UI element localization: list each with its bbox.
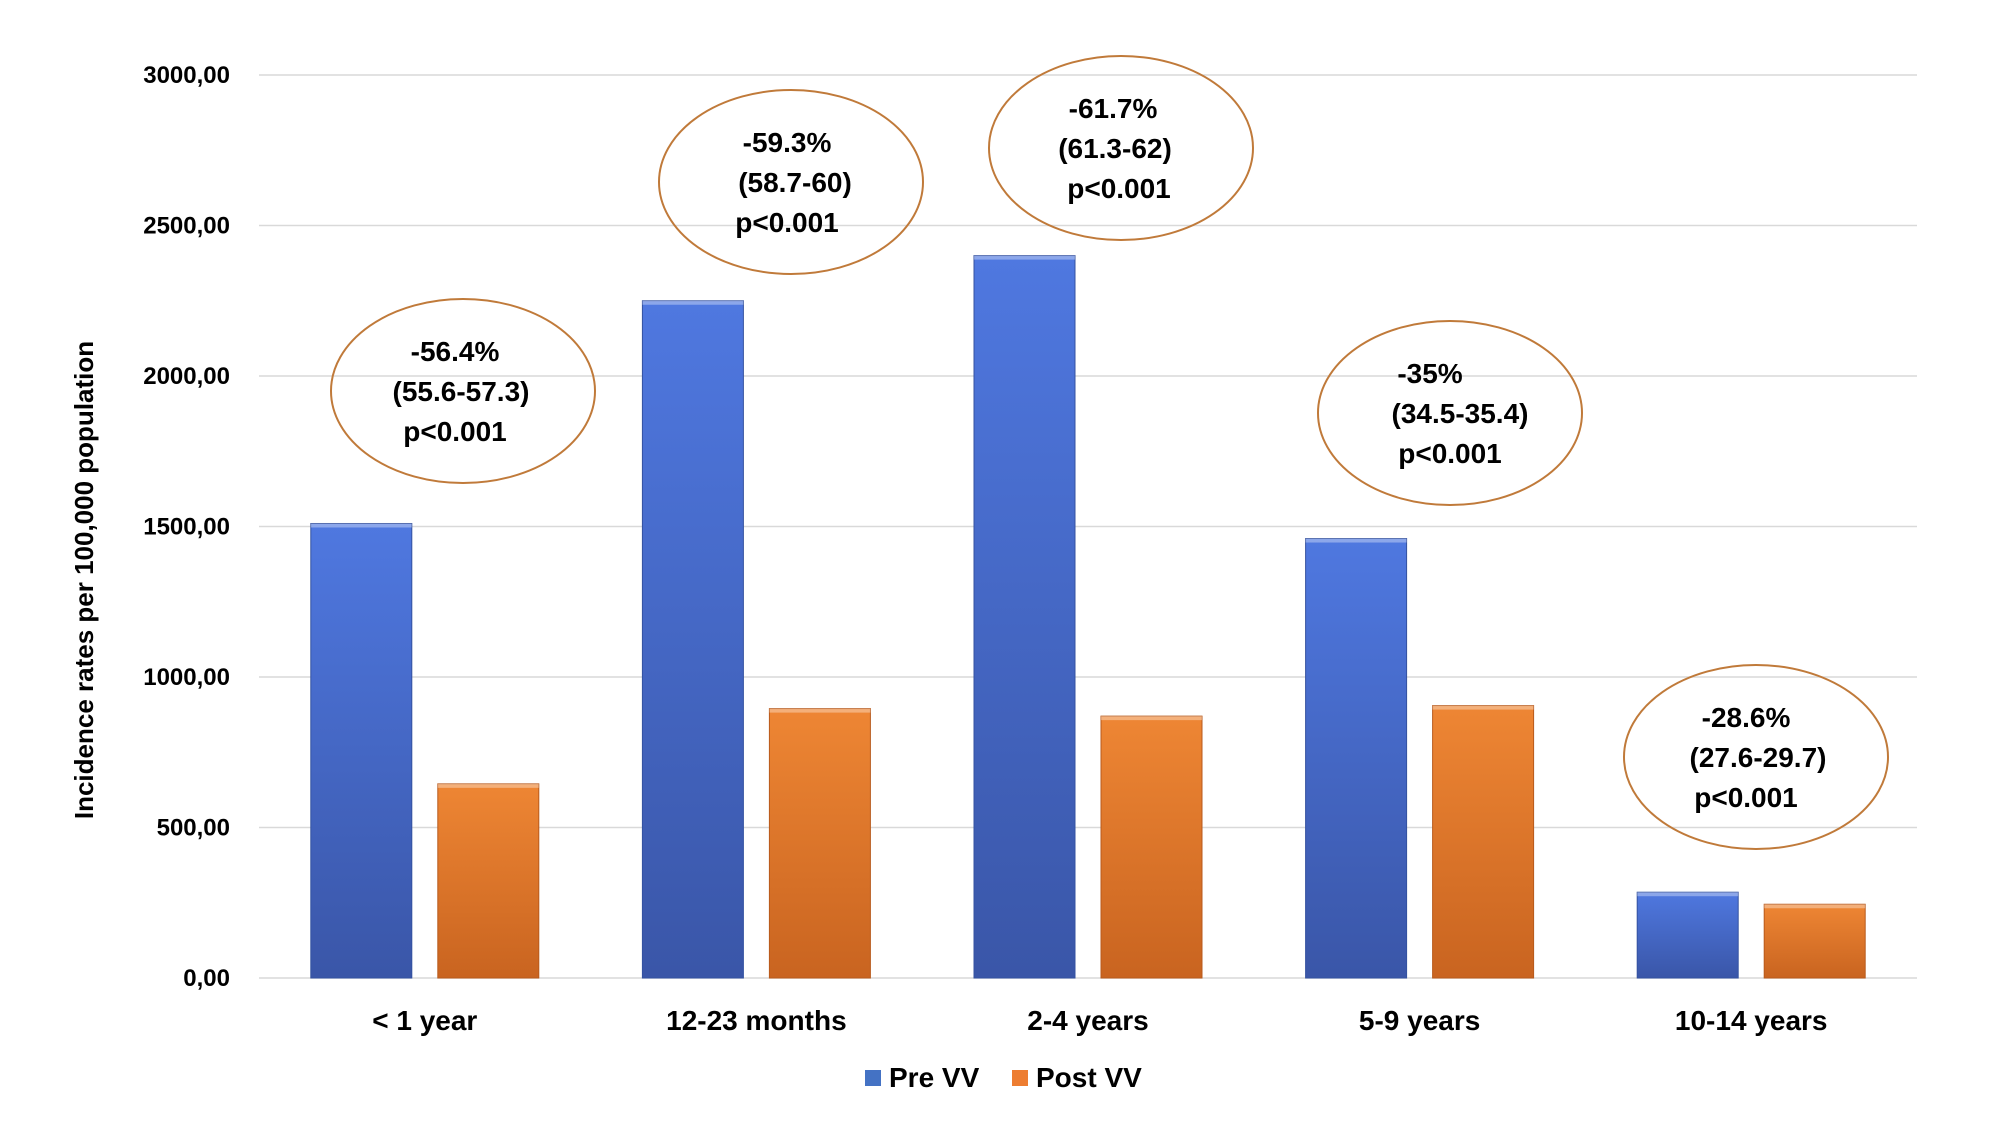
- legend-swatch-post-vv: [1012, 1070, 1028, 1086]
- annotation-text: p<0.001: [735, 207, 839, 238]
- y-tick-label: 3000,00: [143, 62, 230, 89]
- bar-pre-vv: [973, 255, 1076, 979]
- annotation-text: -35%: [1397, 358, 1462, 389]
- legend-swatch-pre-vv: [865, 1070, 881, 1086]
- bar-highlight: [310, 523, 412, 528]
- bar-highlight: [642, 300, 744, 305]
- annotation-text: -56.4%: [411, 336, 500, 367]
- annotation-text: -59.3%: [743, 127, 832, 158]
- annotation-text: (61.3-62): [1058, 133, 1172, 164]
- bar-highlight: [769, 708, 871, 713]
- bar-highlight: [1305, 538, 1407, 543]
- annotation-text: (55.6-57.3): [393, 376, 530, 407]
- bar-post-vv: [1432, 705, 1535, 979]
- bar-post-vv: [1100, 715, 1203, 979]
- annotation-text: (34.5-35.4): [1392, 398, 1529, 429]
- annotation-text: p<0.001: [403, 416, 507, 447]
- bar-pre-vv: [641, 300, 744, 979]
- annotation-text: p<0.001: [1398, 438, 1502, 469]
- y-tick-label: 500,00: [157, 815, 230, 842]
- x-category-label: < 1 year: [372, 1005, 477, 1036]
- x-category-label: 12-23 months: [666, 1005, 847, 1036]
- annotation-text: (27.6-29.7): [1690, 742, 1827, 773]
- bar-highlight: [1764, 904, 1866, 909]
- y-tick-label: 1000,00: [143, 664, 230, 691]
- bar-pre-vv: [1636, 891, 1739, 979]
- annotation-ellipse: [988, 55, 1254, 241]
- bar-pre-vv: [1305, 538, 1408, 979]
- annotation-text: -61.7%: [1069, 93, 1158, 124]
- bar-post-vv: [768, 708, 871, 979]
- bar-pre-vv: [310, 522, 413, 979]
- y-tick-label: 0,00: [183, 965, 230, 992]
- bar-highlight: [1637, 892, 1739, 897]
- bar-highlight: [974, 255, 1075, 260]
- annotation-ellipse: [1623, 664, 1889, 850]
- y-tick-label: 2500,00: [143, 213, 230, 240]
- bar-post-vv: [1763, 903, 1866, 979]
- legend-label: Pre VV: [889, 1062, 980, 1093]
- y-tick-label: 1500,00: [143, 514, 230, 541]
- annotation-text: (58.7-60): [738, 167, 852, 198]
- legend-label: Post VV: [1036, 1062, 1142, 1093]
- x-category-label: 10-14 years: [1675, 1005, 1828, 1036]
- bar-post-vv: [437, 783, 540, 979]
- annotation-text: p<0.001: [1067, 173, 1171, 204]
- annotation-text: -28.6%: [1702, 702, 1791, 733]
- annotation-text: p<0.001: [1694, 782, 1798, 813]
- bar-highlight: [1432, 705, 1534, 710]
- y-axis-title: Incidence rates per 100,000 population: [69, 341, 99, 819]
- annotation-ellipse: [1317, 320, 1583, 506]
- x-category-label: 2-4 years: [1027, 1005, 1148, 1036]
- y-tick-label: 2000,00: [143, 363, 230, 390]
- annotation-ellipse: [658, 89, 924, 275]
- bar-highlight: [437, 783, 539, 788]
- bar-highlight: [1101, 716, 1202, 721]
- annotation-ellipse: [330, 298, 596, 484]
- x-category-label: 5-9 years: [1359, 1005, 1480, 1036]
